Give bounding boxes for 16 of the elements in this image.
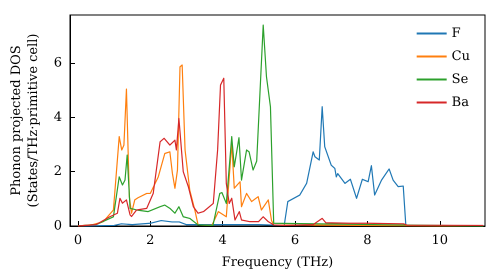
x-tick-label: 6	[290, 233, 300, 248]
legend-label: Ba	[452, 95, 470, 110]
x-tick-label: 4	[218, 233, 227, 248]
y-tick-label: 2	[54, 164, 62, 180]
legend-label: F	[452, 26, 461, 41]
y-tick-label: 6	[54, 56, 62, 71]
x-tick-label: 10	[432, 233, 448, 248]
x-tick-label: 2	[146, 233, 154, 248]
x-axis-title: Frequency (THz)	[222, 255, 334, 270]
y-tick-label: 4	[54, 110, 62, 125]
y-tick-label: 0	[54, 218, 62, 234]
y-axis-title: Phonon projected DOS (States/THz·primitive cell)	[9, 33, 41, 208]
legend-label: Cu	[452, 49, 470, 64]
x-tick-label: 0	[74, 233, 82, 248]
legend-label: Se	[452, 72, 469, 87]
x-tick-label: 8	[363, 233, 372, 248]
